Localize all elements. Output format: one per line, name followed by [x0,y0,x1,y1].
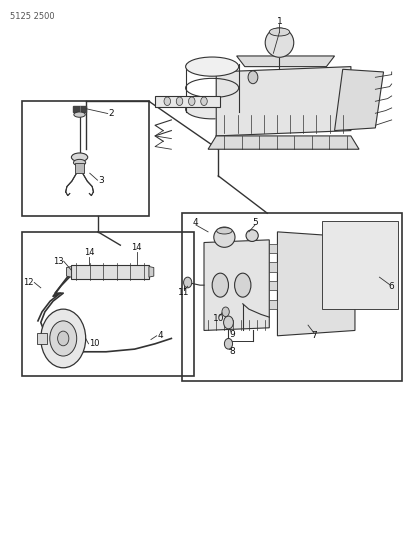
Text: 3: 3 [98,176,104,184]
Text: 2: 2 [108,109,114,118]
Bar [22,232,194,376]
Circle shape [222,307,229,317]
Bar [22,101,149,216]
Ellipse shape [269,28,290,36]
Ellipse shape [217,228,232,234]
Ellipse shape [235,273,251,297]
Circle shape [248,71,258,84]
Text: 12: 12 [23,278,34,287]
Text: 10: 10 [89,340,100,348]
Polygon shape [277,232,355,336]
Circle shape [50,321,77,356]
Ellipse shape [73,159,86,166]
Circle shape [188,97,195,106]
Polygon shape [335,69,384,131]
Text: 1: 1 [277,17,282,26]
Ellipse shape [246,230,258,241]
Circle shape [176,97,183,106]
Polygon shape [208,136,359,149]
Ellipse shape [214,227,235,247]
Text: 6: 6 [389,282,395,291]
Text: 13: 13 [53,257,63,265]
Bar [182,213,402,381]
Circle shape [224,338,233,349]
Polygon shape [269,244,277,253]
Circle shape [224,316,233,329]
Polygon shape [73,106,86,112]
Text: 7: 7 [311,332,317,340]
Text: 14: 14 [131,243,142,252]
Text: 10: 10 [213,314,224,323]
Circle shape [58,331,69,346]
Ellipse shape [186,100,239,119]
Circle shape [201,97,207,106]
Polygon shape [237,56,335,67]
Circle shape [41,309,86,368]
Text: 14: 14 [84,248,94,257]
Text: 8: 8 [230,348,235,356]
Circle shape [184,277,192,288]
Polygon shape [322,221,398,309]
Ellipse shape [186,57,239,76]
Text: 4: 4 [157,332,163,340]
Polygon shape [216,67,351,136]
Polygon shape [75,163,84,173]
Ellipse shape [212,273,228,297]
Polygon shape [67,266,71,277]
Polygon shape [149,266,154,277]
Text: 5: 5 [252,219,258,227]
Text: 4: 4 [193,219,199,227]
Ellipse shape [265,28,294,58]
Polygon shape [204,240,269,330]
Polygon shape [71,265,149,279]
Text: 5125 2500: 5125 2500 [10,12,55,21]
Circle shape [164,97,171,106]
Polygon shape [269,300,277,309]
Polygon shape [37,333,47,344]
Ellipse shape [74,112,85,117]
Polygon shape [155,96,220,107]
Polygon shape [269,262,277,272]
Ellipse shape [71,153,88,161]
Text: 11: 11 [178,288,189,296]
Text: 9: 9 [230,330,235,339]
Polygon shape [269,281,277,290]
